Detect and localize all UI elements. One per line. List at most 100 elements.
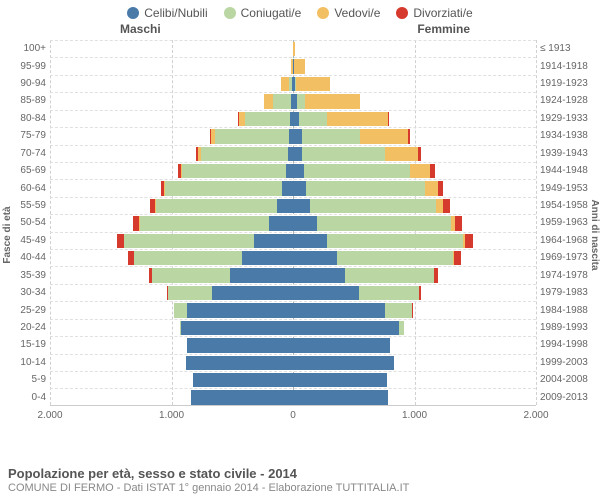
pyramid-row: 10-141999-2003 xyxy=(50,354,536,371)
bar-male xyxy=(0,42,293,56)
bar-segment xyxy=(388,112,389,126)
bar-female xyxy=(293,268,600,282)
bar-segment xyxy=(187,338,293,352)
bar-area xyxy=(50,266,536,283)
bar-female xyxy=(293,77,600,91)
pyramid-row: 75-791934-1938 xyxy=(50,127,536,144)
bar-segment xyxy=(201,147,288,161)
bar-segment xyxy=(293,303,385,317)
x-tick-label: 1.000 xyxy=(159,410,184,421)
bar-area xyxy=(50,40,536,57)
bar-area xyxy=(50,145,536,162)
pyramid-row: 0-42009-2013 xyxy=(50,388,536,405)
bar-segment xyxy=(293,356,394,370)
bar-segment xyxy=(293,251,337,265)
bar-segment xyxy=(419,286,421,300)
bar-area xyxy=(50,127,536,144)
bar-segment xyxy=(187,303,293,317)
bar-female xyxy=(293,42,600,56)
bar-segment xyxy=(430,164,434,178)
bar-area xyxy=(50,214,536,231)
bar-segment xyxy=(305,94,360,108)
bar-segment xyxy=(294,59,305,73)
bar-segment xyxy=(345,268,434,282)
bar-segment xyxy=(277,199,293,213)
x-tick-label: 0 xyxy=(290,410,296,421)
pyramid-row: 25-291984-1988 xyxy=(50,301,536,318)
bar-male xyxy=(0,356,293,370)
bar-segment xyxy=(117,234,124,248)
header-female: Femmine xyxy=(417,22,470,36)
bar-segment xyxy=(443,199,450,213)
bar-male xyxy=(0,129,293,143)
bar-segment xyxy=(293,216,317,230)
bar-segment xyxy=(186,356,293,370)
bar-segment xyxy=(436,199,443,213)
bar-segment xyxy=(293,234,327,248)
bar-segment xyxy=(293,42,295,56)
bar-female xyxy=(293,356,600,370)
bar-female xyxy=(293,251,600,265)
legend-label: Celibi/Nubili xyxy=(144,6,207,20)
legend-label: Divorziati/e xyxy=(413,6,472,20)
bar-segment xyxy=(302,129,360,143)
bar-area xyxy=(50,110,536,127)
bar-female xyxy=(293,199,600,213)
bar-segment xyxy=(245,112,290,126)
x-tick-label: 2.000 xyxy=(523,410,548,421)
pyramid-row: 20-241989-1993 xyxy=(50,319,536,336)
legend-item: Celibi/Nubili xyxy=(127,6,207,20)
bar-segment xyxy=(212,286,293,300)
bar-female xyxy=(293,147,600,161)
bar-male xyxy=(0,373,293,387)
bar-female xyxy=(293,164,600,178)
bar-segment xyxy=(317,216,451,230)
pyramid-row: 55-591954-1958 xyxy=(50,197,536,214)
bar-male xyxy=(0,268,293,282)
bar-segment xyxy=(293,321,399,335)
bar-segment xyxy=(168,286,212,300)
bar-area xyxy=(50,284,536,301)
bar-segment xyxy=(181,321,293,335)
pyramid-row: 80-841929-1933 xyxy=(50,110,536,127)
bar-segment xyxy=(282,181,293,195)
bar-male xyxy=(0,321,293,335)
bar-segment xyxy=(304,164,410,178)
bar-female xyxy=(293,373,600,387)
pyramid-row: 65-691944-1948 xyxy=(50,162,536,179)
bar-segment xyxy=(293,373,387,387)
bar-segment xyxy=(191,390,293,404)
x-tick-label: 1.000 xyxy=(402,410,427,421)
bar-segment xyxy=(359,286,420,300)
bar-segment xyxy=(465,234,474,248)
bar-segment xyxy=(264,94,273,108)
pyramid-row: 45-491964-1968 xyxy=(50,232,536,249)
pyramid-row: 50-541959-1963 xyxy=(50,214,536,231)
legend-label: Vedovi/e xyxy=(334,6,380,20)
x-axis: 2.0001.00001.0002.000 xyxy=(50,408,536,430)
bar-area xyxy=(50,57,536,74)
legend: Celibi/NubiliConiugati/eVedovi/eDivorzia… xyxy=(0,0,600,22)
bar-segment xyxy=(310,199,436,213)
bar-male xyxy=(0,77,293,91)
bar-male xyxy=(0,199,293,213)
bar-segment xyxy=(293,338,390,352)
bar-segment xyxy=(242,251,293,265)
bar-segment xyxy=(293,390,388,404)
bar-male xyxy=(0,112,293,126)
bar-segment xyxy=(156,199,278,213)
legend-swatch xyxy=(396,7,408,19)
bar-female xyxy=(293,338,600,352)
bar-female xyxy=(293,286,600,300)
bar-area xyxy=(50,92,536,109)
bar-segment xyxy=(412,303,413,317)
bar-segment xyxy=(293,164,304,178)
bar-area xyxy=(50,179,536,196)
legend-swatch xyxy=(127,7,139,19)
bar-male xyxy=(0,251,293,265)
bar-segment xyxy=(269,216,293,230)
bar-segment xyxy=(286,164,293,178)
bar-male xyxy=(0,338,293,352)
bar-male xyxy=(0,94,293,108)
bar-area xyxy=(50,197,536,214)
